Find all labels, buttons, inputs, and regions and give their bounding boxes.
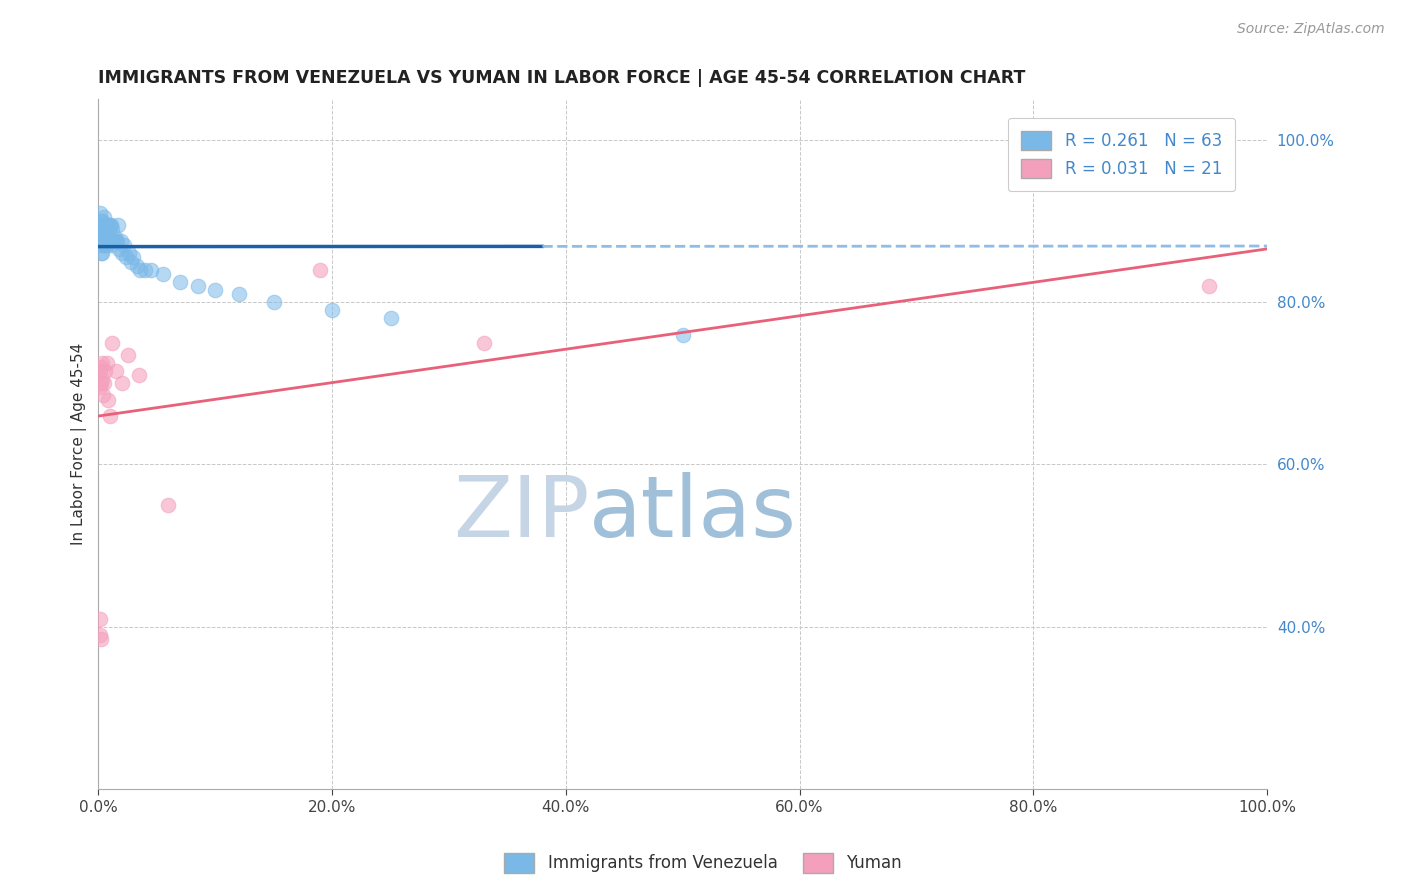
Point [100,238,122,252]
Point [228,287,250,301]
Point [380,311,402,326]
Point [90,234,112,248]
Point [97,234,120,248]
Point [108,243,131,257]
Point [91,234,114,248]
Point [94,364,117,378]
Point [187,278,209,293]
Point [122,251,145,265]
Point [90,214,112,228]
Point [263,295,285,310]
Point [97,222,120,236]
Point [89,380,111,394]
Point [101,335,124,350]
Point [672,327,695,342]
Point [101,222,124,236]
Point [101,234,124,248]
Point [128,368,150,383]
Point [107,218,129,232]
Point [89,238,111,252]
Point [120,254,142,268]
Point [115,251,138,265]
Text: Source: ZipAtlas.com: Source: ZipAtlas.com [1237,22,1385,37]
Point [91,226,114,240]
Point [129,262,152,277]
Point [94,222,117,236]
Point [157,498,180,512]
Point [90,356,112,370]
Point [89,206,111,220]
Point [117,348,139,362]
Point [98,218,121,232]
Point [139,262,162,277]
Point [111,246,134,260]
Point [90,218,112,232]
Point [104,364,127,378]
Y-axis label: In Labor Force | Age 45-54: In Labor Force | Age 45-54 [72,343,87,545]
Point [110,234,132,248]
Point [89,364,111,378]
Point [93,376,115,391]
Point [94,238,117,252]
Point [94,234,117,248]
Point [90,246,112,260]
Point [104,230,127,244]
Point [105,234,128,248]
Point [89,218,111,232]
Legend: R = 0.261   N = 63, R = 0.031   N = 21: R = 0.261 N = 63, R = 0.031 N = 21 [1008,118,1236,192]
Point [90,214,112,228]
Point [204,283,226,297]
Point [90,222,112,236]
Point [96,238,118,252]
Point [97,230,120,244]
Point [87,230,110,244]
Point [112,238,135,252]
Point [125,259,148,273]
Point [118,246,141,260]
Point [90,376,112,391]
Point [91,218,114,232]
Point [90,359,112,374]
Point [90,632,112,646]
Point [91,388,114,402]
Point [93,238,115,252]
Point [90,246,112,260]
Point [96,356,118,370]
Legend: Immigrants from Venezuela, Yuman: Immigrants from Venezuela, Yuman [498,847,908,880]
Point [1198,278,1220,293]
Point [96,218,118,232]
Point [152,267,174,281]
Point [89,628,111,642]
Point [97,218,120,232]
Point [169,275,191,289]
Text: atlas: atlas [589,472,797,555]
Text: IMMIGRANTS FROM VENEZUELA VS YUMAN IN LABOR FORCE | AGE 45-54 CORRELATION CHART: IMMIGRANTS FROM VENEZUELA VS YUMAN IN LA… [98,69,1026,87]
Point [98,409,121,423]
Point [309,262,332,277]
Point [90,226,112,240]
Point [93,230,115,244]
Point [472,335,495,350]
Point [90,234,112,248]
Text: ZIP: ZIP [453,472,589,555]
Point [103,234,125,248]
Point [104,234,127,248]
Point [89,612,111,626]
Point [96,230,118,244]
Point [93,218,115,232]
Point [90,372,112,386]
Point [97,392,120,407]
Point [1209,133,1232,147]
Point [100,218,122,232]
Point [321,303,343,318]
Point [134,262,156,277]
Point [111,376,134,391]
Point [93,210,115,224]
Point [98,234,121,248]
